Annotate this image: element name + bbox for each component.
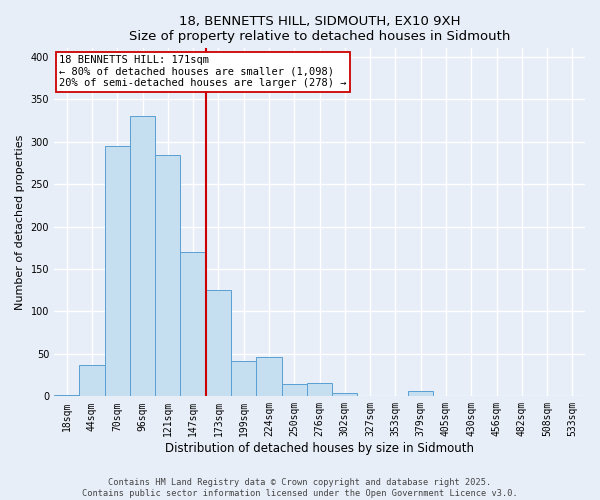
Bar — [256, 358, 281, 397]
Bar — [155, 156, 181, 396]
Bar — [104, 146, 130, 397]
Bar — [206, 290, 231, 397]
Text: Contains HM Land Registry data © Crown copyright and database right 2025.
Contai: Contains HM Land Registry data © Crown c… — [82, 478, 518, 498]
Y-axis label: Number of detached properties: Number of detached properties — [15, 134, 25, 310]
Bar — [130, 116, 155, 396]
Bar — [79, 365, 104, 396]
Bar — [307, 383, 332, 396]
X-axis label: Distribution of detached houses by size in Sidmouth: Distribution of detached houses by size … — [165, 442, 474, 455]
Bar — [332, 393, 358, 396]
Bar — [231, 360, 256, 396]
Bar — [281, 384, 307, 396]
Bar — [408, 391, 433, 396]
Title: 18, BENNETTS HILL, SIDMOUTH, EX10 9XH
Size of property relative to detached hous: 18, BENNETTS HILL, SIDMOUTH, EX10 9XH Si… — [129, 15, 510, 43]
Bar — [54, 394, 79, 396]
Text: 18 BENNETTS HILL: 171sqm
← 80% of detached houses are smaller (1,098)
20% of sem: 18 BENNETTS HILL: 171sqm ← 80% of detach… — [59, 56, 347, 88]
Bar — [181, 252, 206, 396]
